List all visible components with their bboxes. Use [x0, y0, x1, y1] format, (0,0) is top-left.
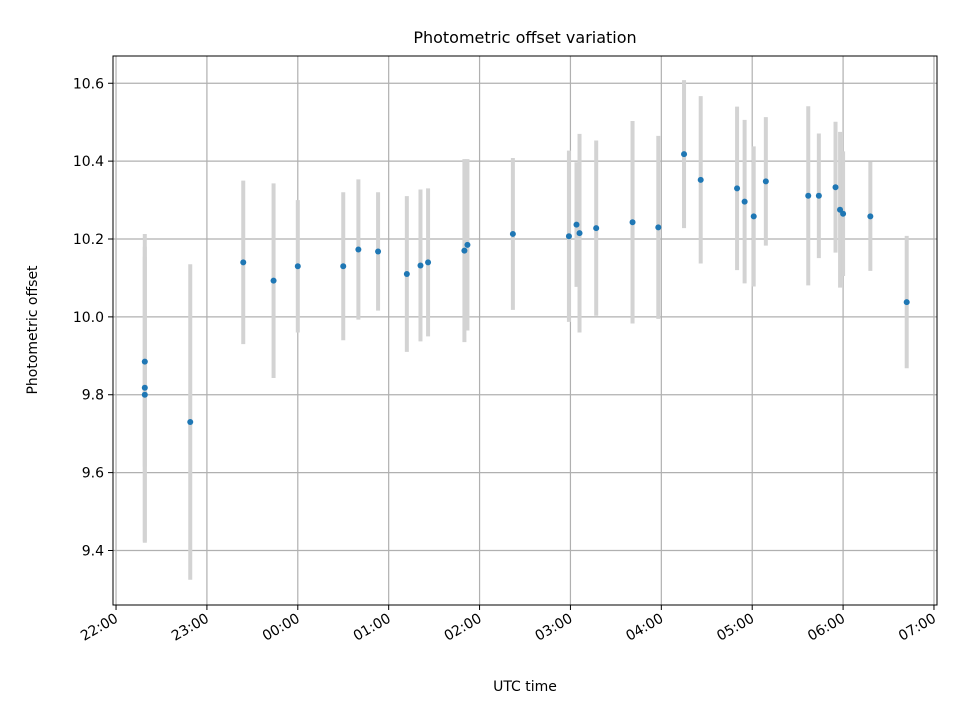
data-point	[141, 358, 148, 365]
y-axis-label: Photometric offset	[25, 265, 41, 395]
data-point	[593, 225, 600, 232]
data-point	[832, 184, 839, 191]
y-tick-label: 10.2	[73, 232, 104, 248]
plot-background	[113, 56, 937, 605]
grid-lines	[113, 56, 937, 605]
data-point	[840, 210, 847, 217]
data-point	[681, 151, 688, 158]
data-point	[629, 219, 636, 226]
y-tick-label: 9.6	[82, 466, 104, 482]
data-point	[464, 241, 471, 248]
data-point	[141, 391, 148, 398]
data-point	[576, 230, 583, 237]
x-tick-label: 06:00	[805, 611, 848, 645]
data-point	[697, 176, 704, 183]
plot-frame	[112, 55, 938, 606]
x-axis-label: UTC time	[493, 679, 557, 695]
data-point	[903, 299, 910, 306]
data-points	[141, 151, 910, 425]
data-point	[741, 198, 748, 205]
data-point	[340, 263, 347, 270]
y-axis-ticks: 9.4 9.6 9.8 10.0 10.2 10.4 10.6	[73, 76, 113, 559]
data-point	[240, 259, 247, 266]
y-tick-label: 10.0	[73, 310, 104, 326]
data-point	[187, 419, 194, 425]
x-tick-label: 02:00	[442, 611, 485, 645]
data-point	[461, 247, 468, 254]
data-point	[141, 384, 148, 391]
x-tick-label: 22:00	[78, 611, 121, 645]
data-point	[734, 185, 741, 192]
data-point	[417, 262, 424, 269]
data-point	[375, 248, 382, 255]
data-point	[403, 271, 410, 278]
data-point	[867, 213, 874, 220]
x-tick-label: 01:00	[351, 611, 394, 645]
data-point	[270, 277, 277, 284]
x-tick-label: 00:00	[260, 611, 303, 645]
data-point	[425, 259, 432, 266]
x-tick-label: 05:00	[714, 611, 757, 645]
x-tick-label: 04:00	[623, 611, 666, 645]
data-point	[355, 246, 362, 253]
x-tick-label: 03:00	[532, 611, 575, 645]
data-point	[805, 192, 812, 199]
chart-title: Photometric offset variation	[413, 28, 636, 47]
y-tick-label: 10.4	[73, 154, 104, 170]
data-point	[655, 224, 662, 231]
y-tick-label: 9.8	[82, 388, 104, 404]
y-tick-label: 9.4	[82, 543, 104, 559]
data-point	[750, 213, 757, 220]
x-tick-label: 07:00	[896, 611, 939, 645]
data-point	[762, 178, 769, 185]
data-point	[573, 221, 580, 228]
x-tick-label: 23:00	[169, 611, 212, 645]
data-point	[294, 263, 301, 270]
data-point	[509, 230, 516, 237]
data-point	[565, 233, 572, 240]
x-axis-ticks: 22:00 23:00 00:00 01:00 02:00 03:00 04:00 05:00…	[78, 605, 939, 645]
data-point	[815, 192, 822, 199]
y-tick-label: 10.6	[73, 76, 104, 92]
